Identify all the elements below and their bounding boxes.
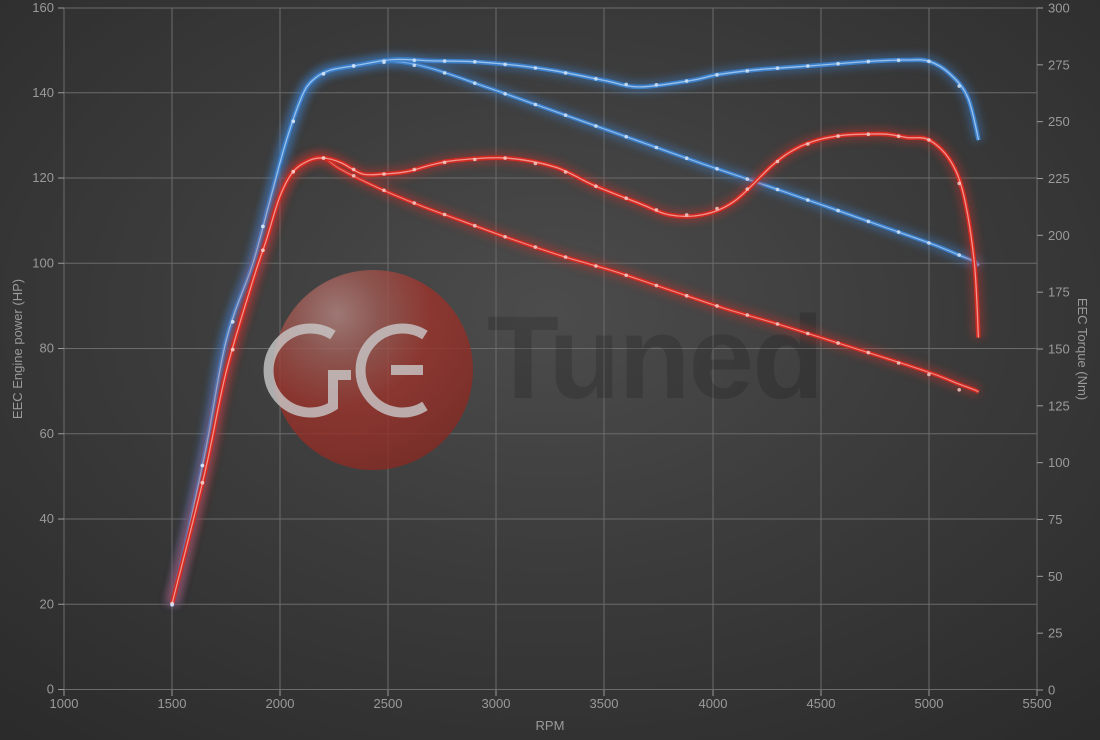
svg-text:60: 60: [40, 426, 54, 441]
svg-text:3500: 3500: [590, 696, 619, 711]
svg-text:275: 275: [1048, 57, 1070, 72]
svg-text:250: 250: [1048, 114, 1070, 129]
svg-text:RPM: RPM: [536, 718, 565, 733]
svg-text:160: 160: [32, 0, 54, 15]
svg-text:300: 300: [1048, 1, 1070, 16]
svg-text:1500: 1500: [158, 696, 187, 711]
svg-text:100: 100: [32, 255, 54, 270]
svg-text:1000: 1000: [50, 696, 79, 711]
svg-text:4500: 4500: [807, 696, 836, 711]
svg-text:3000: 3000: [482, 696, 511, 711]
svg-text:225: 225: [1048, 171, 1070, 186]
svg-text:40: 40: [40, 511, 54, 526]
svg-text:50: 50: [1048, 569, 1062, 584]
svg-text:175: 175: [1048, 285, 1070, 300]
svg-text:EEC Torque (Nm): EEC Torque (Nm): [1075, 298, 1090, 400]
svg-text:200: 200: [1048, 228, 1070, 243]
svg-text:5500: 5500: [1023, 696, 1052, 711]
svg-text:25: 25: [1048, 626, 1062, 641]
svg-text:80: 80: [40, 341, 54, 356]
svg-text:Tuned: Tuned: [487, 292, 822, 424]
svg-text:125: 125: [1048, 398, 1070, 413]
svg-text:75: 75: [1048, 512, 1062, 527]
svg-text:2000: 2000: [266, 696, 295, 711]
svg-text:100: 100: [1048, 455, 1070, 470]
svg-text:150: 150: [1048, 342, 1070, 357]
svg-text:2500: 2500: [374, 696, 403, 711]
svg-text:5000: 5000: [915, 696, 944, 711]
svg-text:4000: 4000: [699, 696, 728, 711]
svg-text:140: 140: [32, 85, 54, 100]
svg-text:20: 20: [40, 596, 54, 611]
svg-text:120: 120: [32, 170, 54, 185]
svg-text:EEC Engine power (HP): EEC Engine power (HP): [10, 279, 25, 419]
svg-text:0: 0: [47, 682, 54, 697]
